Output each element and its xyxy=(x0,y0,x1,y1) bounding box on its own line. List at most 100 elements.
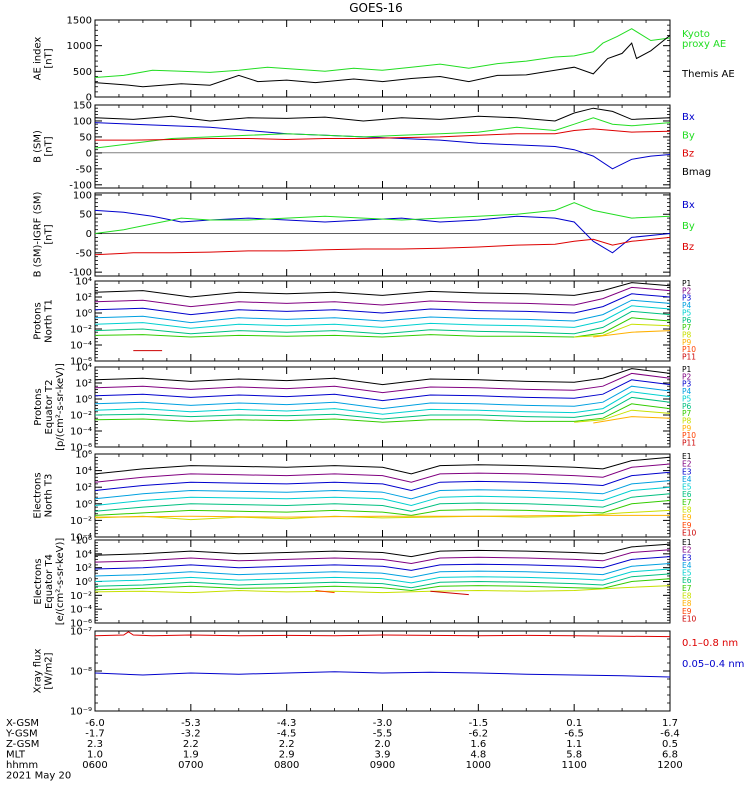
y-tick-label: 10⁻⁴ xyxy=(70,341,92,352)
series-line-2 xyxy=(95,122,670,170)
y-tick-label: 10⁶ xyxy=(75,536,92,547)
y-tick-label: 10⁻⁶ xyxy=(70,443,92,454)
panel-2: 150 100 50 0 -50 -100 B (SM) [nT] Bx By Bz Bmag xyxy=(33,101,712,192)
date-label: 2021 May 20 xyxy=(6,771,71,782)
y-tick-label: 150 xyxy=(73,101,92,112)
ephemeris-row-label: MLT xyxy=(6,750,26,761)
legend-entry: E8 xyxy=(682,599,692,608)
x-tick-label: -3.0 xyxy=(373,718,393,729)
panel-frame xyxy=(94,19,671,98)
legend-entry: P6 xyxy=(682,316,692,325)
legend-entry: E5 xyxy=(682,569,692,578)
legend-entry: E1 xyxy=(682,452,692,461)
legend-entry: P11 xyxy=(682,439,696,448)
legend-entry: By xyxy=(682,221,695,232)
y-axis-label: Protons xyxy=(33,302,44,339)
series-line-5 xyxy=(95,568,670,584)
legend-entry: E7 xyxy=(682,498,692,507)
series-line-5 xyxy=(95,305,670,329)
legend-entry: P3 xyxy=(682,380,692,389)
panel-frame xyxy=(94,366,671,448)
y-tick-label: 10⁴ xyxy=(75,466,92,477)
y-tick-label: 50 xyxy=(79,210,92,221)
y-tick-label: 0 xyxy=(86,229,92,240)
legend-entry: P6 xyxy=(682,402,692,411)
x-tick-label: -3.2 xyxy=(181,729,201,740)
series-line-3 xyxy=(95,556,670,571)
series-line-1 xyxy=(95,456,670,475)
y-tick-label: 50 xyxy=(79,132,92,143)
y-axis-label: Electrons xyxy=(33,472,44,518)
y-tick-label: 10⁻⁴ xyxy=(70,533,92,544)
legend-entry: E4 xyxy=(682,475,692,484)
y-axis-label: [nT] xyxy=(44,224,55,244)
series-line-8 xyxy=(574,409,670,423)
x-tick-label: -6.2 xyxy=(469,729,489,740)
series-line-7 xyxy=(95,578,670,592)
legend-entry: Kyoto xyxy=(682,29,710,40)
ephemeris-row-label: Z-GSM xyxy=(6,739,39,750)
y-tick-label: -100 xyxy=(69,180,92,191)
series-line-8 xyxy=(95,509,670,521)
x-tick-label: 2.2 xyxy=(279,739,295,750)
y-tick-label: 10⁻⁴ xyxy=(70,427,92,438)
series-line-1 xyxy=(95,631,670,638)
legend-entry: Bmag xyxy=(682,167,711,178)
y-tick-label: 100 xyxy=(73,116,92,127)
legend-entry: E10 xyxy=(682,614,697,623)
panel-frame xyxy=(94,630,671,712)
legend-entry: P4 xyxy=(682,301,692,310)
x-tick-label: 0800 xyxy=(274,760,299,771)
y-tick-label: 10⁶ xyxy=(75,450,92,461)
x-tick-label: 2.3 xyxy=(87,739,103,750)
y-tick-label: 10⁻⁸ xyxy=(70,667,92,678)
series-line-3 xyxy=(95,379,670,402)
x-tick-label: -6.4 xyxy=(660,729,680,740)
x-tick-label: 3.9 xyxy=(375,750,391,761)
series-line-1 xyxy=(95,28,670,78)
series-line-2 xyxy=(95,671,670,678)
series-line-1 xyxy=(95,543,670,558)
series-line-1 xyxy=(95,282,670,298)
legend-entry: P9 xyxy=(682,424,692,433)
series-line-5 xyxy=(95,391,670,415)
series-line-6 xyxy=(95,310,670,335)
legend-entry: P1 xyxy=(682,279,692,288)
x-tick-label: -5.3 xyxy=(181,718,201,729)
legend-entry: P5 xyxy=(682,308,692,317)
y-tick-label: -50 xyxy=(76,164,92,175)
series-line-2 xyxy=(95,202,670,234)
x-tick-label: 0700 xyxy=(178,760,203,771)
legend-entry: By xyxy=(682,130,695,141)
ephemeris-row-label: hhmm xyxy=(6,760,38,771)
legend-entry: E8 xyxy=(682,591,692,600)
y-axis-label: B (SM)-IGRF (SM) xyxy=(33,192,44,278)
x-tick-label: -6.5 xyxy=(564,729,584,740)
legend-entry: P10 xyxy=(682,345,696,354)
series-line-10 xyxy=(430,590,469,596)
legend-entry: P8 xyxy=(682,331,692,340)
y-tick-label: 10⁴ xyxy=(75,277,92,288)
y-tick-label: 100 xyxy=(73,190,92,201)
series-line-4 xyxy=(95,480,670,500)
panel-3: 100 50 0 -50 -100 B (SM)-IGRF (SM) [nT] Bx By Bz xyxy=(33,190,695,278)
x-tick-label: -6.0 xyxy=(85,718,105,729)
series-line-3 xyxy=(95,117,670,149)
legend-entry: P11 xyxy=(682,353,696,362)
y-tick-label: 1500 xyxy=(67,16,92,27)
series-line-2 xyxy=(95,463,670,483)
x-tick-label: 2.9 xyxy=(279,750,295,761)
legend-entry: E9 xyxy=(682,513,692,522)
series-line-6 xyxy=(95,573,670,589)
series-line-1 xyxy=(95,368,670,386)
series-line-4 xyxy=(95,299,670,324)
y-axis-label: Protons xyxy=(33,388,44,425)
legend-entry: Bx xyxy=(682,112,695,123)
x-tick-label: -5.5 xyxy=(373,729,393,740)
legend-entry: E2 xyxy=(682,546,692,555)
y-tick-label: 10⁰ xyxy=(75,499,92,510)
